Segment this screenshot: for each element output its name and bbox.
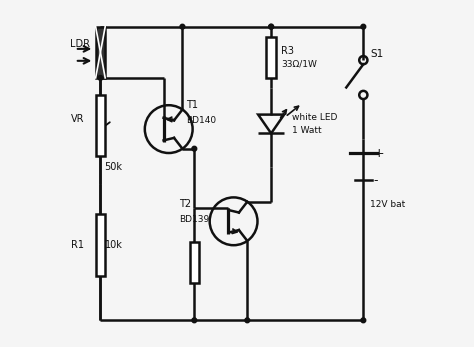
Text: R3: R3 — [282, 45, 294, 56]
Text: -: - — [374, 174, 378, 187]
Text: BD140: BD140 — [186, 116, 216, 125]
Text: 1 Watt: 1 Watt — [292, 126, 321, 135]
Bar — [266, 37, 276, 78]
Text: 12V bat: 12V bat — [370, 200, 405, 209]
Circle shape — [245, 318, 250, 323]
Circle shape — [269, 24, 273, 29]
Text: T2: T2 — [179, 199, 191, 209]
Text: +: + — [374, 146, 384, 160]
Text: 50k: 50k — [104, 162, 122, 172]
Text: T1: T1 — [186, 100, 198, 110]
Bar — [96, 27, 105, 78]
Circle shape — [361, 318, 366, 323]
Circle shape — [192, 318, 197, 323]
Text: BD139: BD139 — [179, 215, 209, 224]
Circle shape — [361, 24, 366, 29]
Circle shape — [98, 76, 103, 80]
Text: R1: R1 — [72, 240, 84, 250]
Text: LDR: LDR — [70, 39, 90, 49]
Text: white LED: white LED — [292, 113, 337, 122]
Circle shape — [180, 24, 185, 29]
Bar — [96, 214, 105, 276]
Text: 33Ω/1W: 33Ω/1W — [282, 60, 317, 69]
Text: VR: VR — [72, 114, 85, 124]
Bar — [190, 242, 199, 283]
Circle shape — [192, 146, 197, 151]
Circle shape — [269, 24, 273, 29]
Text: S1: S1 — [370, 49, 383, 59]
Text: 10k: 10k — [105, 240, 122, 250]
Bar — [96, 95, 105, 156]
